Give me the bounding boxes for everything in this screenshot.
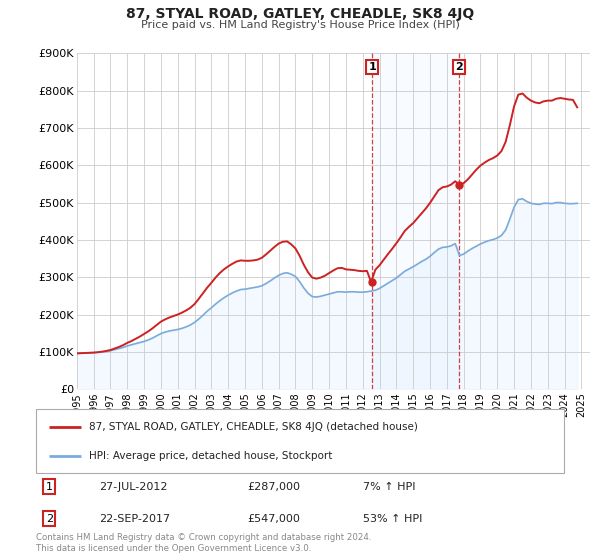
Text: 1: 1 [368, 62, 376, 72]
Bar [373, 53, 459, 389]
Text: 27-JUL-2012: 27-JUL-2012 [100, 482, 168, 492]
Text: 53% ↑ HPI: 53% ↑ HPI [364, 514, 423, 524]
Text: 22-SEP-2017: 22-SEP-2017 [100, 514, 170, 524]
Text: £287,000: £287,000 [247, 482, 300, 492]
Text: 7% ↑ HPI: 7% ↑ HPI [364, 482, 416, 492]
Text: Contains HM Land Registry data © Crown copyright and database right 2024.
This d: Contains HM Land Registry data © Crown c… [36, 533, 371, 553]
Text: HPI: Average price, detached house, Stockport: HPI: Average price, detached house, Stoc… [89, 451, 332, 461]
Text: Price paid vs. HM Land Registry's House Price Index (HPI): Price paid vs. HM Land Registry's House … [140, 20, 460, 30]
Text: £547,000: £547,000 [247, 514, 300, 524]
Text: 2: 2 [455, 62, 463, 72]
Text: 2: 2 [46, 514, 53, 524]
Text: 87, STYAL ROAD, GATLEY, CHEADLE, SK8 4JQ (detached house): 87, STYAL ROAD, GATLEY, CHEADLE, SK8 4JQ… [89, 422, 418, 432]
FancyBboxPatch shape [36, 409, 564, 473]
Text: 1: 1 [46, 482, 53, 492]
Text: 87, STYAL ROAD, GATLEY, CHEADLE, SK8 4JQ: 87, STYAL ROAD, GATLEY, CHEADLE, SK8 4JQ [126, 7, 474, 21]
